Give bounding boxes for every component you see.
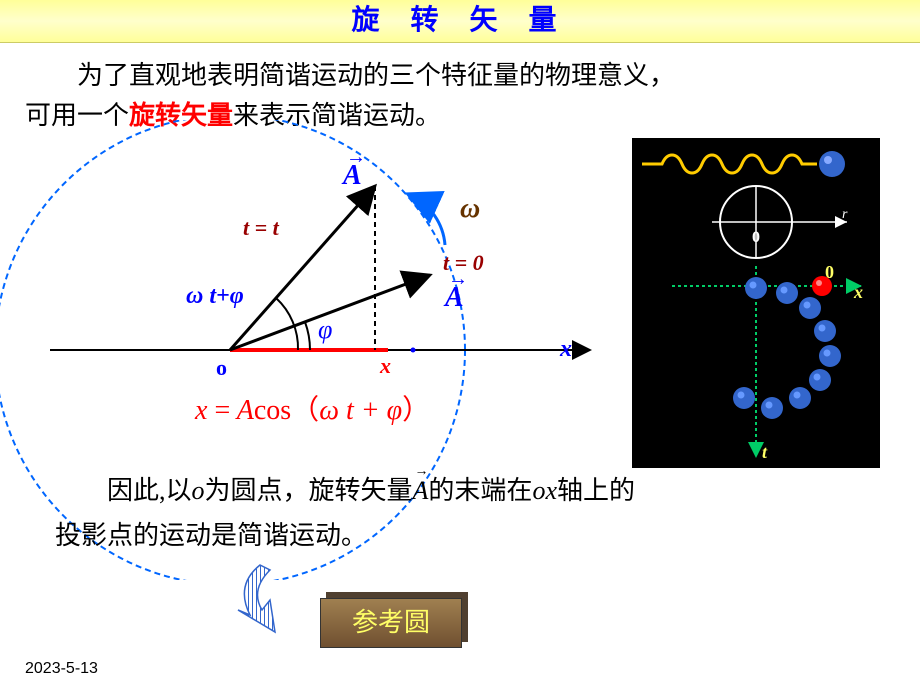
conc-2: 为圆点，旋转矢量 [205, 476, 413, 505]
intro-text-1: 为了直观地表明简谐运动的三个特征量的物理意义， [25, 61, 675, 90]
wtphi-arc [276, 298, 298, 350]
conc-ox: ox [532, 476, 557, 505]
anim-t-label: t [762, 442, 768, 462]
equation: x = Acos（ω t + φ） [195, 388, 430, 428]
title-bar: 旋 转 矢 量 [0, 0, 920, 43]
r-label: r [842, 207, 848, 222]
spring-ball [819, 151, 845, 177]
phi-arc [305, 322, 310, 350]
eq-arg: ω t + φ [319, 395, 402, 426]
phi-label: φ [318, 315, 332, 345]
eq-close: ） [402, 395, 430, 426]
center-dot [411, 348, 416, 353]
intro-line1: 为了直观地表明简谐运动的三个特征量的物理意义， [25, 55, 895, 92]
vector-tt [230, 186, 375, 350]
eq-eq: = [214, 395, 230, 426]
animation-panel: 0 r x t 0 [632, 138, 880, 468]
omega-arrow [410, 195, 445, 245]
conc-3: 的末端在 [428, 476, 532, 505]
reference-circle-button[interactable]: 参考圆 [320, 598, 462, 648]
eq-x: x [195, 395, 207, 426]
spring [642, 155, 817, 173]
omega-label: ω [460, 193, 480, 225]
ref-label: 参考圆 [352, 608, 430, 637]
eq-cos: cos [254, 395, 291, 426]
zero-label-circle: 0 [752, 229, 760, 246]
eq-open: （ [291, 395, 319, 426]
animation-svg: 0 r x t 0 [632, 138, 880, 468]
conc-1: 因此,以 [55, 476, 192, 505]
x-axis-label: x [560, 336, 572, 363]
conc-o: o [192, 476, 205, 505]
anim-x-label: x [853, 282, 863, 302]
origin-label: o [216, 355, 227, 381]
A-label-top: → A [343, 160, 362, 192]
origin-ball [812, 276, 832, 296]
conclusion-line2: 投影点的运动是简谐运动。 [55, 515, 367, 552]
hatched-arrow-shape [238, 565, 275, 632]
eq-A: A [237, 395, 254, 426]
conc-A: →A [413, 476, 429, 505]
A-label-right: → A [445, 282, 464, 314]
label-t-t: t = t [243, 215, 279, 241]
rotating-vector-diagram [0, 120, 640, 580]
date-stamp: 2023-5-13 [25, 660, 98, 678]
wtphi-label: ω t+φ [186, 283, 244, 310]
ball-trail [733, 277, 841, 419]
conc-4: 轴上的 [557, 476, 635, 505]
page-title: 旋 转 矢 量 [351, 5, 568, 36]
spring-ball-hl [824, 156, 832, 164]
x-proj-label: x [380, 353, 391, 379]
conclusion-line1: 因此,以o为圆点，旋转矢量→A的末端在ox轴上的 [55, 470, 895, 507]
origin-ball-hl [816, 280, 822, 286]
